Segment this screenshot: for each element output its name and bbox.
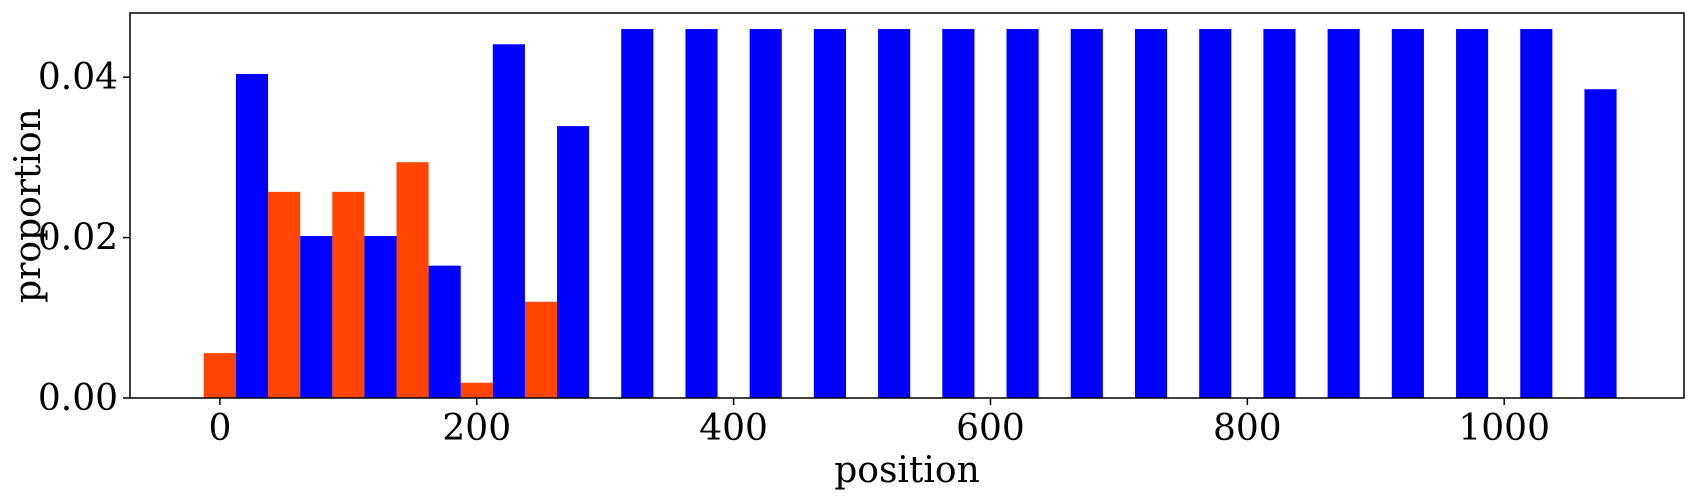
bar-s1-19 (1456, 29, 1489, 399)
x-tick-label-1: 200 (442, 408, 511, 449)
bar-s1-21 (1584, 89, 1617, 399)
bar-s1-18 (1391, 29, 1424, 399)
bar-s1-11 (942, 29, 975, 399)
bar-s0-3 (396, 162, 429, 398)
bar-s1-4 (492, 44, 525, 398)
bar-s1-16 (1263, 29, 1296, 399)
y-tick-label-1: 0.02 (38, 218, 118, 259)
bar-s0-0 (203, 353, 236, 398)
y-tick-label-2: 0.04 (38, 57, 118, 98)
bars-group (203, 29, 1617, 399)
x-axis-label: position (834, 450, 980, 491)
plot-frame (129, 12, 1685, 399)
bar-s1-10 (878, 29, 911, 399)
bar-s0-4 (460, 382, 493, 398)
y-axis-label: proportion (8, 108, 49, 303)
bar-s1-0 (235, 73, 269, 398)
ticks-group: 0 200 400 600 800 1000 0.00 0.02 0.04 (38, 57, 1550, 449)
bar-s1-5 (557, 126, 590, 398)
bar-s1-17 (1327, 29, 1360, 399)
bar-s1-6 (621, 29, 654, 399)
x-tick-label-0: 0 (208, 408, 231, 449)
bar-s1-8 (749, 29, 782, 399)
bar-s0-1 (268, 191, 301, 398)
x-tick-label-4: 800 (1213, 408, 1282, 449)
bar-s1-3 (428, 265, 461, 398)
bar-s1-14 (1134, 29, 1168, 399)
bar-s1-1 (300, 235, 333, 398)
bar-s1-12 (1006, 29, 1039, 399)
bar-s0-5 (524, 301, 558, 398)
x-tick-label-3: 600 (956, 408, 1025, 449)
bar-s1-2 (364, 235, 397, 398)
y-tick-label-0: 0.00 (38, 378, 118, 419)
bar-s1-9 (813, 29, 846, 399)
bar-s1-7 (685, 29, 718, 399)
x-tick-label-2: 400 (699, 408, 768, 449)
bar-s1-20 (1520, 29, 1553, 399)
bar-s1-15 (1199, 29, 1232, 399)
bar-s0-2 (332, 191, 365, 398)
bar-s1-13 (1070, 29, 1103, 399)
x-tick-label-5: 1000 (1458, 408, 1550, 449)
